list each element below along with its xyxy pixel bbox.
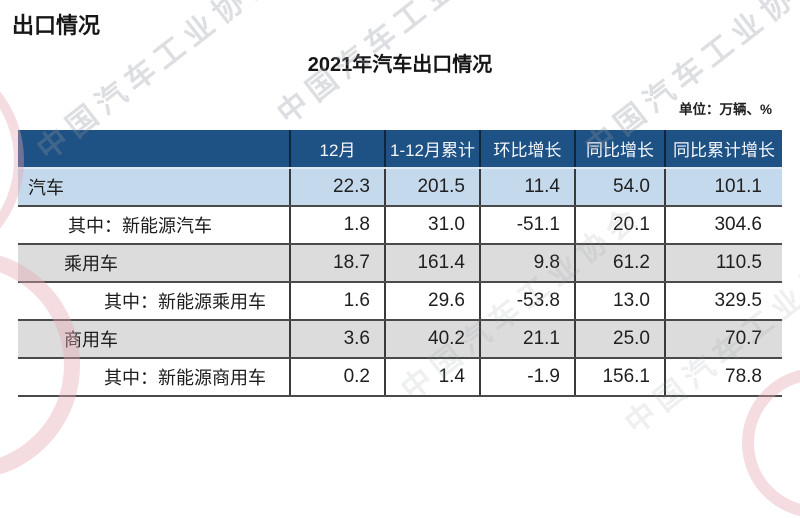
cell-yoy: 54.0 xyxy=(574,168,665,207)
row-commercial: 商用车 3.6 40.2 21.1 25.0 70.7 xyxy=(18,320,782,359)
table-title: 2021年汽车出口情况 xyxy=(307,54,493,76)
cell-yoy-cum: 78.8 xyxy=(664,358,782,397)
cell-yoy: 20.1 xyxy=(574,206,665,245)
cell-december: 22.3 xyxy=(289,168,385,207)
unit-note: 单位：万辆、% xyxy=(678,102,772,117)
cell-yoy: 13.0 xyxy=(574,282,665,321)
cell-cumulative: 161.4 xyxy=(384,244,480,283)
cell-cumulative: 29.6 xyxy=(384,282,480,321)
cell-mom: 11.4 xyxy=(479,168,575,207)
col-header-cumulative: 1-12月累计 xyxy=(384,130,480,169)
export-table-container: 12月 1-12月累计 环比增长 同比增长 同比累计增长 汽车 22.3 201… xyxy=(18,130,782,397)
cell-mom: 9.8 xyxy=(479,244,575,283)
cell-yoy: 61.2 xyxy=(574,244,665,283)
page-heading: 出口情况 xyxy=(12,13,101,38)
cell-cumulative: 201.5 xyxy=(384,168,480,207)
row-passenger: 乘用车 18.7 161.4 9.8 61.2 110.5 xyxy=(18,244,782,283)
cell-mom: 21.1 xyxy=(479,320,575,359)
col-header-yoy-cum-growth: 同比累计增长 xyxy=(664,130,782,169)
cell-yoy: 25.0 xyxy=(574,320,665,359)
cell-december: 18.7 xyxy=(289,244,385,283)
row-label: 汽车 xyxy=(18,168,290,207)
row-auto-total: 汽车 22.3 201.5 11.4 54.0 101.1 xyxy=(18,168,782,207)
col-header-mom-growth: 环比增长 xyxy=(479,130,575,169)
cell-mom: -53.8 xyxy=(479,282,575,321)
cell-december: 0.2 xyxy=(289,358,385,397)
cell-cumulative: 31.0 xyxy=(384,206,480,245)
row-nev-commercial: 其中：新能源商用车 0.2 1.4 -1.9 156.1 78.8 xyxy=(18,358,782,397)
col-header-yoy-growth: 同比增长 xyxy=(574,130,665,169)
row-label: 其中：新能源乘用车 xyxy=(18,282,290,321)
cell-december: 1.6 xyxy=(289,282,385,321)
row-nev-passenger: 其中：新能源乘用车 1.6 29.6 -53.8 13.0 329.5 xyxy=(18,282,782,321)
header-row: 12月 1-12月累计 环比增长 同比增长 同比累计增长 xyxy=(18,130,782,169)
cell-mom: -1.9 xyxy=(479,358,575,397)
row-label: 其中：新能源商用车 xyxy=(18,358,290,397)
cell-december: 3.6 xyxy=(289,320,385,359)
cell-yoy-cum: 304.6 xyxy=(664,206,782,245)
cell-cumulative: 40.2 xyxy=(384,320,480,359)
col-header-december: 12月 xyxy=(289,130,385,169)
cell-yoy: 156.1 xyxy=(574,358,665,397)
row-label: 其中：新能源汽车 xyxy=(18,206,290,245)
cell-december: 1.8 xyxy=(289,206,385,245)
cell-yoy-cum: 110.5 xyxy=(664,244,782,283)
cell-cumulative: 1.4 xyxy=(384,358,480,397)
cell-mom: -51.1 xyxy=(479,206,575,245)
col-header-blank xyxy=(18,130,290,169)
row-nev-auto: 其中：新能源汽车 1.8 31.0 -51.1 20.1 304.6 xyxy=(18,206,782,245)
export-table: 12月 1-12月累计 环比增长 同比增长 同比累计增长 汽车 22.3 201… xyxy=(18,130,782,397)
row-label: 商用车 xyxy=(18,320,290,359)
cell-yoy-cum: 101.1 xyxy=(664,168,782,207)
row-label: 乘用车 xyxy=(18,244,290,283)
cell-yoy-cum: 329.5 xyxy=(664,282,782,321)
cell-yoy-cum: 70.7 xyxy=(664,320,782,359)
